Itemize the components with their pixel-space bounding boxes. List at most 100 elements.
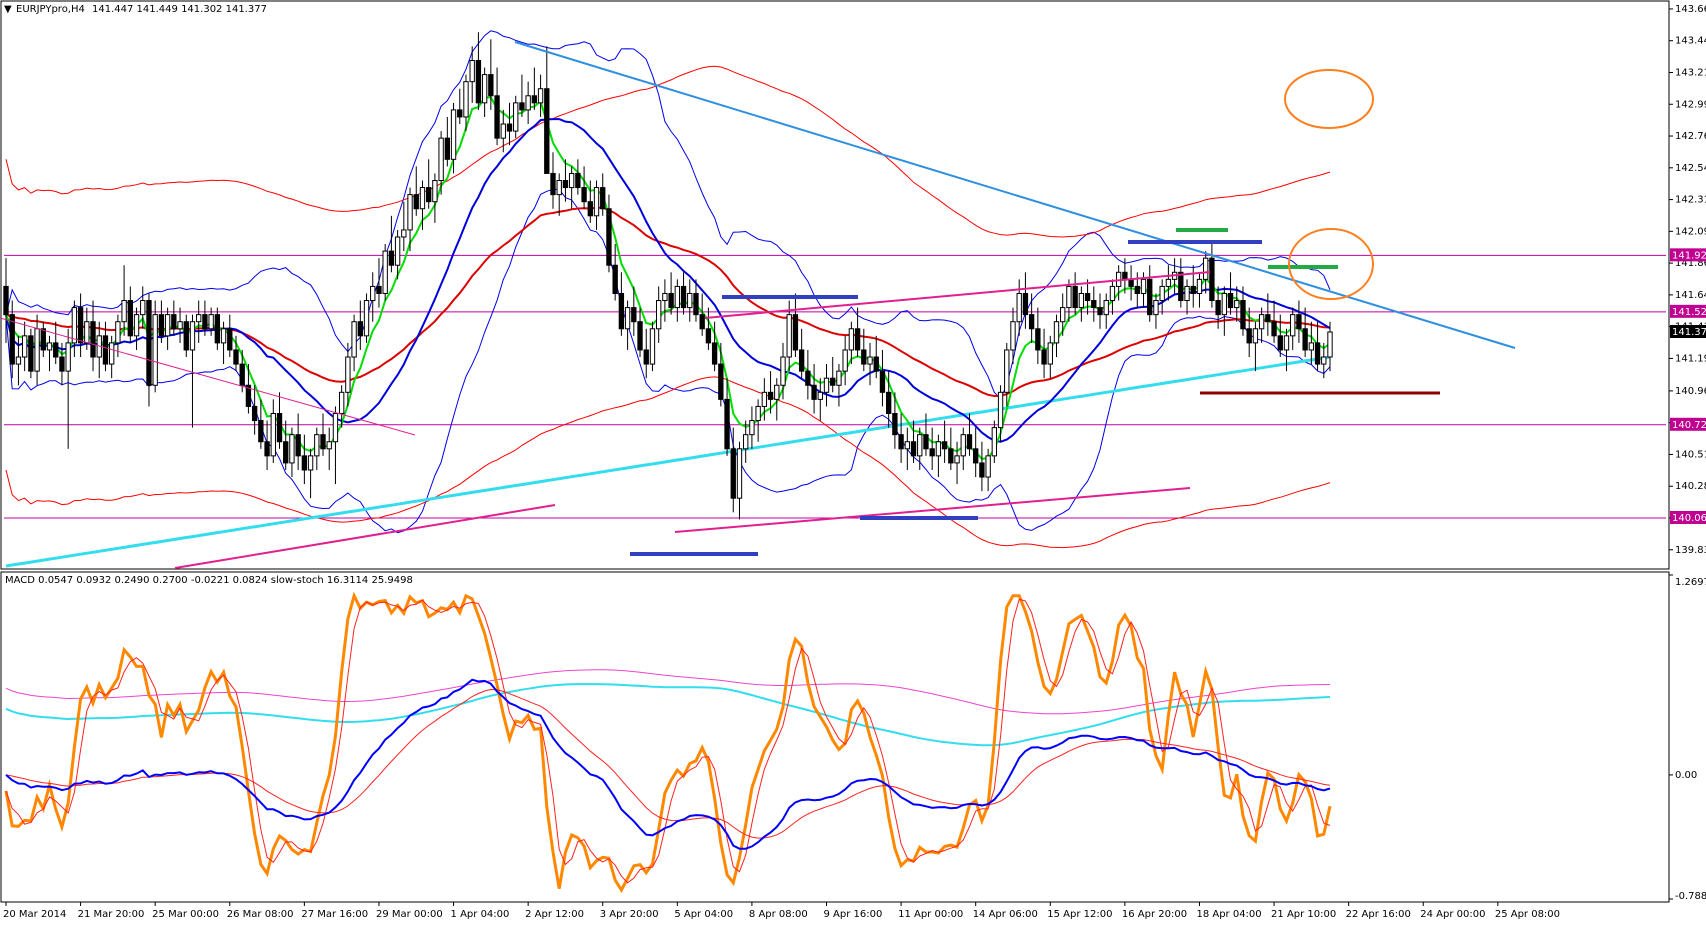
candle-body [1072, 285, 1078, 309]
candle-body [1122, 271, 1128, 280]
candle-body [873, 356, 879, 372]
candle-body [618, 292, 625, 330]
axes: 143.665 143.440 143.215 142.990 142.765 142.5… [3, 4, 1706, 920]
candle-body [71, 307, 78, 344]
candle-body [730, 448, 736, 499]
time-tick-label: 25 Mar 00:00 [152, 909, 219, 920]
candle-body [724, 398, 730, 450]
candle-body [879, 370, 886, 393]
price-tick-label: 142.090 [1675, 226, 1706, 237]
time-tick-label: 3 Apr 20:00 [600, 909, 659, 920]
candle-body [146, 300, 152, 386]
candle-body [9, 314, 15, 365]
candle-body [854, 328, 861, 351]
candle-body [220, 328, 227, 344]
candle-body [1302, 328, 1308, 351]
candle-body [3, 285, 9, 316]
time-tick-label: 5 Apr 04:00 [674, 909, 733, 920]
candle-body [295, 434, 301, 457]
time-tick-label: 11 Apr 00:00 [898, 909, 963, 920]
candle-body [457, 109, 463, 118]
candle-body [1246, 328, 1252, 344]
candle-body [743, 434, 749, 450]
candle-body [121, 300, 127, 323]
candle-body [1290, 314, 1296, 337]
candle-body [15, 356, 22, 365]
candle-body [1035, 328, 1041, 351]
candle-body [767, 391, 774, 400]
candle-body [245, 384, 252, 407]
candle-body [1190, 285, 1196, 294]
candle-body [506, 123, 513, 132]
candle-body [805, 370, 811, 386]
candle-body [46, 342, 53, 351]
candle-body [426, 187, 432, 203]
candle-body [196, 314, 202, 323]
candle-body [158, 314, 165, 337]
price-label-text: 141.377 [1672, 327, 1706, 338]
price-tick-label: 143.215 [1675, 67, 1706, 78]
candle-body [1265, 314, 1271, 323]
candle-body [1103, 300, 1109, 316]
time-tick-label: 21 Apr 10:00 [1271, 909, 1336, 920]
candle-body [189, 321, 196, 351]
candle-body [1078, 292, 1085, 309]
price-label-box [1670, 417, 1706, 431]
price-tick-label: 141.190 [1675, 353, 1706, 364]
candle-body [624, 307, 631, 330]
candle-body [668, 292, 674, 309]
chart-arrow-icon[interactable]: ▼ [4, 4, 12, 15]
candle-body [77, 307, 84, 344]
price-tick-label: 142.990 [1675, 99, 1706, 110]
candle-body [1134, 285, 1140, 294]
candle-body [525, 95, 531, 111]
candle-body [65, 342, 71, 372]
envelope-lower [5, 376, 1331, 549]
candle-body [382, 250, 388, 294]
candle-body [637, 321, 643, 351]
candle-body [861, 349, 867, 365]
candle-body [1084, 292, 1091, 302]
candle-body [202, 314, 208, 330]
candle-body [948, 448, 954, 464]
symbol-label: EURJPYpro,H4 [16, 4, 85, 15]
candle-body [1221, 292, 1228, 316]
candle-body [469, 59, 475, 83]
long-ma-line [5, 355, 1331, 568]
candle-body [513, 102, 519, 132]
price-tick-label: 142.315 [1675, 195, 1706, 206]
candle-body [1321, 356, 1327, 365]
candle-body [171, 314, 177, 330]
candle-body [332, 412, 339, 443]
candle-body [848, 328, 855, 351]
candle-body [761, 391, 768, 407]
candle-body [1296, 314, 1302, 330]
time-tick-label: 24 Apr 00:00 [1420, 909, 1485, 920]
candle-body [264, 441, 270, 457]
envelope-upper [5, 65, 1331, 238]
candle-body [351, 321, 357, 358]
candle-body [786, 314, 792, 358]
candle-body [239, 363, 245, 386]
candle-body [550, 172, 556, 196]
candle-body [1215, 300, 1221, 316]
bollinger-upper [5, 30, 1331, 400]
candle-body [84, 321, 90, 344]
candle-body [973, 448, 979, 464]
indicator-readout: MACD 0.0547 0.0932 0.2490 0.2700 -0.0221… [5, 575, 413, 586]
candle-body [133, 314, 140, 337]
stoch-d-line [5, 598, 1331, 884]
ema-fast-line [5, 96, 1331, 460]
candle-body [1165, 278, 1172, 287]
candle-body [1053, 321, 1060, 344]
candle-body [432, 180, 438, 203]
candle-body [537, 88, 544, 104]
candle-body [699, 314, 705, 330]
candle-body [394, 236, 401, 266]
candle-body [363, 300, 370, 337]
candle-body [705, 328, 712, 344]
candle-body [1209, 257, 1215, 302]
candle-body [929, 448, 935, 457]
candle-body [270, 412, 276, 457]
indicator-slow-ma-1 [5, 669, 1331, 715]
